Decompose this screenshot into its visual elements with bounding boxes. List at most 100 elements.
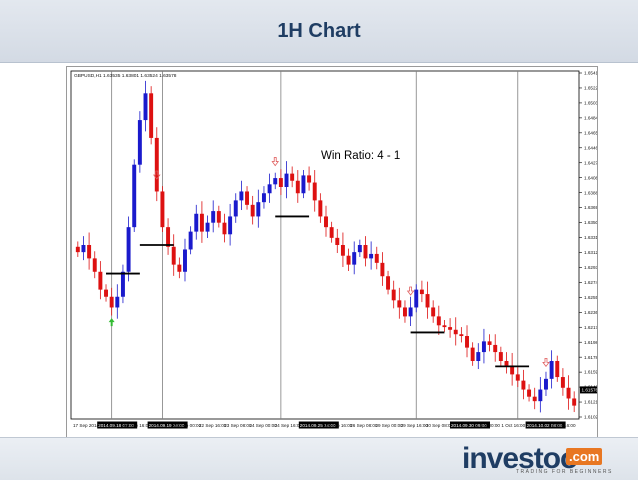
sell-arrow (271, 157, 280, 167)
chart-frame: 1.65415 1.65225 1.65030 1.64840 1.64650 1.644… (66, 66, 601, 438)
candle-body (419, 289, 424, 295)
candle-body (498, 352, 503, 361)
candle-body (177, 264, 182, 272)
candle-body (397, 300, 402, 308)
candle-body (340, 245, 345, 256)
candle-body (245, 191, 250, 205)
candle-body (166, 227, 171, 247)
x-tick-label: 18 Sep 16:00 (123, 423, 151, 428)
x-tick-label: 2014.09.25 14:00 (300, 423, 336, 428)
y-tick-label: 1.64840 (584, 115, 597, 120)
candle-body (386, 276, 391, 290)
candle-body (408, 307, 413, 317)
x-tick-box (147, 421, 188, 429)
slide-footer: investoo .com TRADING FOR BEGINNERS (0, 437, 638, 480)
plot-area (70, 70, 580, 420)
x-tick-label: 29 Sep 16:00 (401, 423, 429, 428)
y-tick-label: 1.65030 (584, 101, 597, 106)
y-tick-label: 1.63885 (584, 190, 597, 195)
sell-arrow (406, 286, 415, 296)
candle-body (301, 175, 306, 194)
x-tick-label: 1 Oct 00:00 (476, 423, 500, 428)
candle-body (374, 253, 379, 263)
candle-body (555, 361, 560, 378)
x-tick-label: 25 Sep 16:00 (325, 423, 353, 428)
candle-body (369, 253, 374, 259)
candle-body (81, 245, 86, 253)
candle-body (222, 222, 227, 235)
y-tick-label: 1.61785 (584, 355, 597, 360)
y-tick-label: 1.61215 (584, 400, 597, 405)
investoo-logo[interactable]: investoo .com TRADING FOR BEGINNERS (462, 442, 622, 476)
candle-body (363, 245, 368, 259)
candle-body (171, 246, 176, 265)
y-tick-label: 1.62550 (584, 295, 597, 300)
candle-body (481, 341, 486, 353)
candle-body (149, 93, 154, 138)
candle-body (250, 204, 255, 217)
y-tick-label: 1.62170 (584, 325, 597, 330)
x-tick-label: 22 Sep 00:00 (174, 423, 202, 428)
candle-body (465, 336, 469, 348)
candle-body (199, 213, 204, 232)
sell-arrow (152, 170, 161, 180)
candle-body (120, 271, 125, 297)
x-tick-label: 1 Oct 16:00 (501, 423, 525, 428)
candle-body (324, 216, 328, 228)
y-tick-label: 1.61980 (584, 340, 597, 345)
x-tick-box (450, 421, 490, 429)
candle-body (267, 184, 272, 194)
x-tick-label: 2014.09.18 07:00 (98, 423, 134, 428)
candle-body (414, 289, 419, 308)
candle-body (188, 231, 193, 250)
candle-body (137, 120, 142, 165)
candle-body (104, 289, 108, 297)
x-tick-box (298, 421, 339, 429)
candle-body (216, 211, 221, 223)
candle-body (194, 213, 199, 232)
candle-body (92, 258, 97, 272)
candle-body (572, 398, 577, 406)
y-tick-label: 1.62935 (584, 265, 597, 270)
candle-body (476, 352, 481, 361)
candle-body (307, 175, 312, 183)
candle-body (391, 289, 396, 301)
x-tick-label: 2 Oct 16:00 (552, 423, 576, 428)
candle-body (425, 294, 430, 308)
candle-body (560, 377, 565, 388)
candle-body (436, 316, 441, 326)
candle-body (278, 178, 283, 187)
y-tick-label: 1.63695 (584, 205, 597, 210)
candle-body (290, 173, 295, 181)
candle-body (115, 296, 120, 308)
candle-body (544, 378, 548, 390)
candle-body (160, 191, 165, 228)
y-tick-label: 1.62740 (584, 280, 597, 285)
candle-body (132, 164, 137, 228)
x-tick-label: 17 Sep 2014 (73, 423, 100, 428)
candle-body (256, 202, 261, 217)
slide-title: 1H Chart (277, 20, 361, 42)
x-tick-label: 30 Sep 08:00 (426, 423, 454, 428)
candle-body (183, 249, 187, 272)
candle-body (154, 137, 159, 192)
candle-body (239, 191, 244, 201)
candle-body (357, 245, 362, 253)
candle-body (352, 252, 357, 265)
current-price-label: 1.61576 (582, 388, 598, 393)
y-tick-label: 1.61595 (584, 370, 597, 375)
candle-body (273, 178, 278, 185)
buy-arrow (108, 318, 115, 327)
y-tick-label: 1.62360 (584, 310, 597, 315)
candle-body (566, 387, 571, 399)
candle-body (487, 341, 492, 345)
candle-body (109, 296, 114, 308)
candle-body (453, 329, 458, 335)
candle-body (448, 327, 453, 330)
x-tick-label: 2014.09.19 14:00 (149, 423, 185, 428)
candle-body (143, 93, 148, 121)
y-tick-label: 1.63505 (584, 220, 597, 225)
candle-body (549, 361, 554, 379)
x-tick-label: 2014.09.30 09:00 (451, 423, 487, 428)
candle-body (295, 180, 300, 194)
